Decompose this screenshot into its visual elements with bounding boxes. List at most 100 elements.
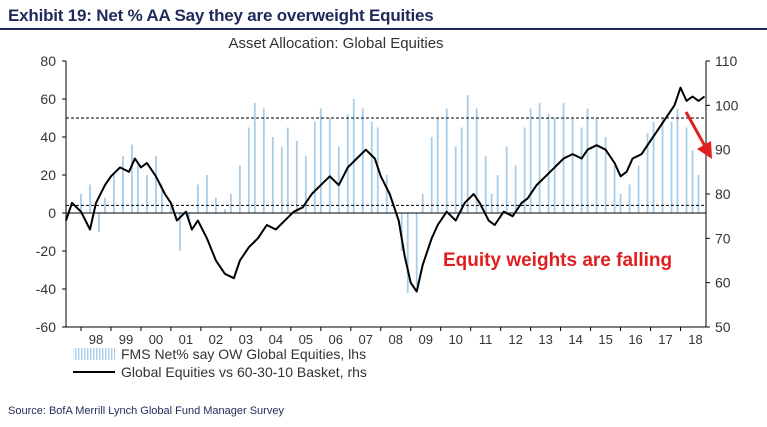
bar [137, 165, 139, 213]
right-tick-label: 70 [715, 230, 731, 246]
bar [613, 165, 616, 213]
bar [113, 175, 115, 213]
bar [328, 118, 331, 213]
x-tick-label: 13 [538, 332, 552, 347]
left-tick-label: 0 [48, 205, 56, 221]
bar [670, 121, 673, 213]
left-tick-label: 80 [40, 53, 56, 69]
bar [196, 184, 199, 213]
x-tick-label: 05 [299, 332, 313, 347]
annotation-text: Equity weights are falling [443, 250, 672, 271]
bar [304, 156, 307, 213]
right-tick-label: 100 [715, 97, 739, 113]
left-tick-label: 40 [40, 129, 56, 145]
legend-line-label: Global Equities vs 60-30-10 Basket, rhs [121, 364, 367, 380]
bar [247, 127, 250, 213]
bar [280, 146, 283, 213]
bar [352, 99, 355, 213]
bar [523, 127, 526, 213]
bar [122, 156, 124, 213]
bar [170, 203, 172, 213]
x-tick-label: 07 [359, 332, 373, 347]
annotation-group: Equity weights are falling [443, 111, 712, 271]
axes [62, 60, 710, 331]
bar [361, 108, 364, 213]
bar [514, 165, 517, 213]
bar [436, 118, 439, 213]
bar [421, 194, 424, 213]
bar [652, 121, 655, 213]
bar [553, 118, 556, 213]
source-note: Source: BofA Merrill Lynch Global Fund M… [8, 405, 284, 417]
bar [238, 165, 241, 213]
x-tick-label: 06 [329, 332, 343, 347]
bar [223, 209, 226, 213]
bar [484, 156, 487, 213]
bar [628, 184, 631, 213]
bar [346, 114, 349, 213]
bar [496, 175, 499, 213]
bar [586, 108, 589, 213]
line-path [65, 86, 706, 293]
x-tick-label: 12 [508, 332, 522, 347]
bar [466, 95, 469, 213]
bar [505, 146, 508, 213]
right-tick-label: 110 [715, 53, 738, 69]
bar [571, 118, 574, 213]
x-tick-label: 09 [418, 332, 432, 347]
bar [229, 194, 232, 213]
bar [179, 213, 181, 251]
right-tick-label: 90 [715, 142, 731, 158]
x-tick-label: 16 [628, 332, 642, 347]
bar [460, 127, 463, 213]
annotation-arrow-head [697, 141, 712, 159]
bar [604, 137, 607, 213]
left-tick-label: -20 [36, 243, 56, 259]
title-rule [0, 28, 767, 30]
bar-series [80, 95, 700, 293]
bar [697, 175, 700, 213]
bar [691, 150, 694, 213]
bar [370, 121, 373, 213]
bar [637, 165, 640, 213]
right-tick-label: 50 [715, 319, 731, 335]
x-tick-label: 01 [179, 332, 193, 347]
bar [475, 108, 478, 213]
x-tick-label: 10 [448, 332, 462, 347]
bar [595, 118, 598, 213]
bar [295, 140, 298, 213]
right-tick-label: 60 [715, 275, 731, 291]
bar [313, 121, 316, 213]
bar [445, 108, 448, 213]
bar [205, 175, 208, 213]
bar [646, 133, 649, 213]
x-tick-label: 15 [598, 332, 612, 347]
bar [685, 127, 688, 213]
bar [430, 137, 433, 213]
bar [262, 108, 265, 213]
bar [406, 213, 409, 293]
x-tick-label: 00 [149, 332, 163, 347]
bar [214, 197, 217, 213]
left-tick-label: 60 [40, 91, 56, 107]
x-tick-label: 04 [269, 332, 283, 347]
annotation-arrow-shaft [684, 111, 708, 149]
bar [131, 144, 133, 213]
x-tick-label: 08 [389, 332, 403, 347]
bar [385, 175, 388, 213]
left-tick-label: -60 [36, 319, 56, 335]
bar [415, 213, 418, 286]
bar [104, 197, 106, 213]
bar [271, 137, 274, 213]
x-tick-label: 18 [688, 332, 702, 347]
bar [490, 194, 493, 213]
bar [538, 102, 541, 213]
bar [80, 194, 82, 213]
bar [529, 108, 532, 213]
x-tick-label: 03 [239, 332, 253, 347]
left-tick-label: 20 [40, 167, 56, 183]
exhibit-title: Exhibit 19: Net % AA Say they are overwe… [8, 6, 434, 25]
bar [98, 213, 100, 232]
